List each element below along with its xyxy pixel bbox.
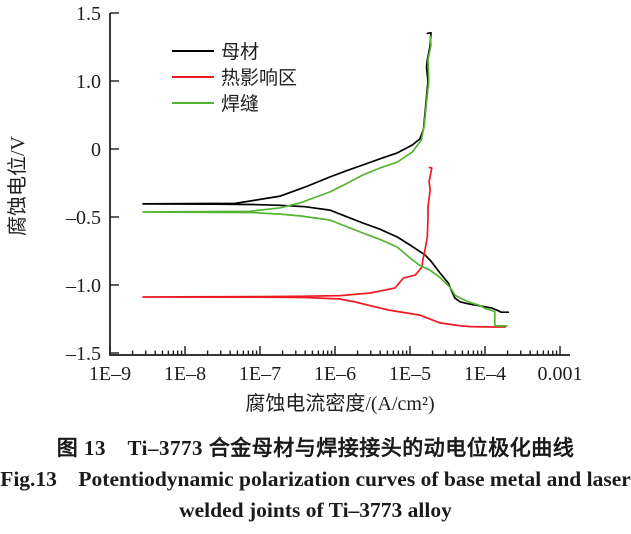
legend-label-haz: 热影响区 bbox=[221, 67, 297, 89]
tick-marks bbox=[109, 12, 561, 355]
curves bbox=[142, 31, 510, 328]
x-tick-label: 1E–9 bbox=[89, 363, 131, 385]
caption-english-line1: Fig.13 Potentiodynamic polarization curv… bbox=[0, 467, 631, 491]
figure-caption: 图 13 Ti–3773 合金母材与焊接接头的动电位极化曲线 Fig.13 Po… bbox=[0, 429, 631, 525]
x-axis-title: 腐蚀电流密度/(A/cm²) bbox=[245, 392, 434, 415]
x-tick-label: 1E–7 bbox=[239, 363, 281, 385]
y-tick-label: 0 bbox=[91, 139, 101, 161]
curve-base-metal bbox=[142, 31, 510, 314]
legend: 母材 热影响区 焊缝 bbox=[172, 41, 297, 115]
caption-english-line2: welded joints of Ti–3773 alloy bbox=[179, 498, 452, 522]
y-axis-title: 腐蚀电位/V bbox=[6, 135, 29, 236]
y-tick-label: –1.5 bbox=[65, 343, 101, 365]
legend-label-weld: 焊缝 bbox=[221, 93, 259, 115]
axis-frame bbox=[109, 13, 570, 356]
caption-chinese: 图 13 Ti–3773 合金母材与焊接接头的动电位极化曲线 bbox=[56, 436, 575, 460]
x-tick-label: 0.001 bbox=[538, 363, 583, 385]
y-tick-label: –1.0 bbox=[65, 275, 101, 297]
y-tick-label: –0.5 bbox=[65, 207, 101, 229]
x-tick-label: 1E–8 bbox=[164, 363, 206, 385]
polarization-chart: 1.5 1.0 0 –0.5 –1.0 –1.5 1E–9 1E–8 1E–7 … bbox=[6, 3, 583, 415]
legend-label-base-metal: 母材 bbox=[221, 41, 259, 63]
x-tick-label: 1E–6 bbox=[314, 363, 356, 385]
y-tick-label: 1.5 bbox=[76, 3, 101, 25]
curve-weld bbox=[142, 35, 508, 327]
x-tick-label: 1E–4 bbox=[464, 363, 506, 385]
curve-haz bbox=[142, 166, 507, 328]
x-tick-label: 1E–5 bbox=[389, 363, 431, 385]
y-tick-label: 1.0 bbox=[76, 71, 101, 93]
